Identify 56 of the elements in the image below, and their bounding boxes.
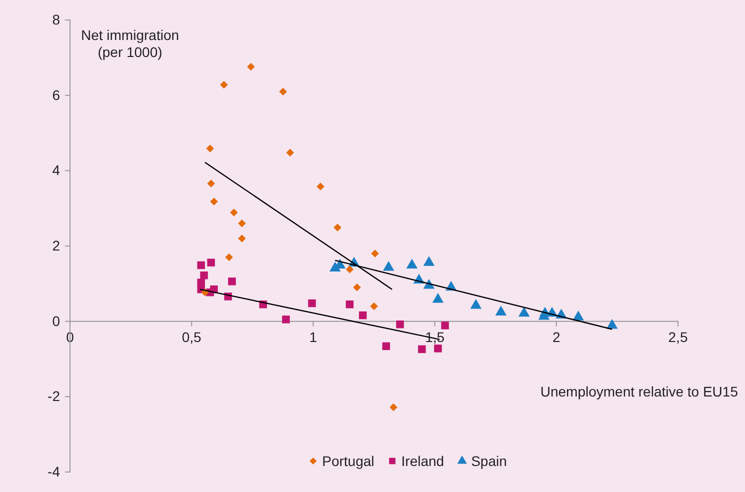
point — [220, 80, 228, 89]
x-axis-title: Unemployment relative to EU15 — [540, 383, 738, 400]
point — [432, 292, 444, 303]
point — [279, 88, 287, 96]
point — [207, 258, 215, 266]
point — [606, 318, 618, 329]
point — [390, 403, 398, 412]
y-tick-label: 2 — [52, 237, 60, 254]
point — [396, 320, 404, 328]
point — [572, 310, 584, 320]
point — [230, 208, 238, 216]
point — [197, 261, 205, 270]
point — [470, 299, 482, 309]
y-tick-label: 4 — [52, 162, 60, 178]
point — [225, 253, 233, 262]
point — [353, 284, 361, 292]
point — [382, 260, 394, 271]
point — [371, 250, 379, 258]
point — [346, 300, 354, 308]
y-tick-label: 8 — [52, 11, 60, 28]
y-tick-label: -2 — [48, 388, 60, 404]
point — [518, 306, 530, 317]
y-tick-label: 6 — [52, 86, 60, 103]
point — [282, 316, 290, 324]
point — [406, 258, 418, 268]
point — [441, 322, 449, 330]
point — [210, 198, 218, 206]
point — [358, 311, 367, 320]
point — [238, 234, 246, 242]
point — [228, 278, 236, 286]
point — [207, 180, 215, 188]
x-tick-label: 1 — [309, 328, 318, 345]
point — [382, 342, 390, 350]
point — [418, 345, 426, 354]
point — [334, 224, 342, 232]
point — [316, 182, 324, 190]
x-tick-label: 2,5 — [668, 328, 688, 345]
x-tick-label: 2 — [552, 328, 560, 345]
y-tick-label: -4 — [48, 463, 60, 480]
legend-label: Spain — [471, 453, 507, 469]
point — [346, 265, 354, 274]
point — [308, 299, 316, 308]
legend-label: Ireland — [401, 453, 444, 469]
x-tick-label: 0,5 — [182, 328, 202, 345]
point — [434, 344, 442, 352]
y-tick-label: 0 — [52, 312, 60, 329]
point — [247, 62, 255, 71]
point — [206, 144, 214, 152]
point — [495, 306, 507, 316]
point — [370, 302, 378, 310]
point — [238, 220, 246, 228]
legend-label: Portugal — [322, 453, 374, 469]
y-axis-title: Net immigration (per 1000) — [80, 27, 180, 60]
point — [286, 148, 294, 156]
point — [200, 272, 208, 280]
point — [423, 256, 435, 266]
